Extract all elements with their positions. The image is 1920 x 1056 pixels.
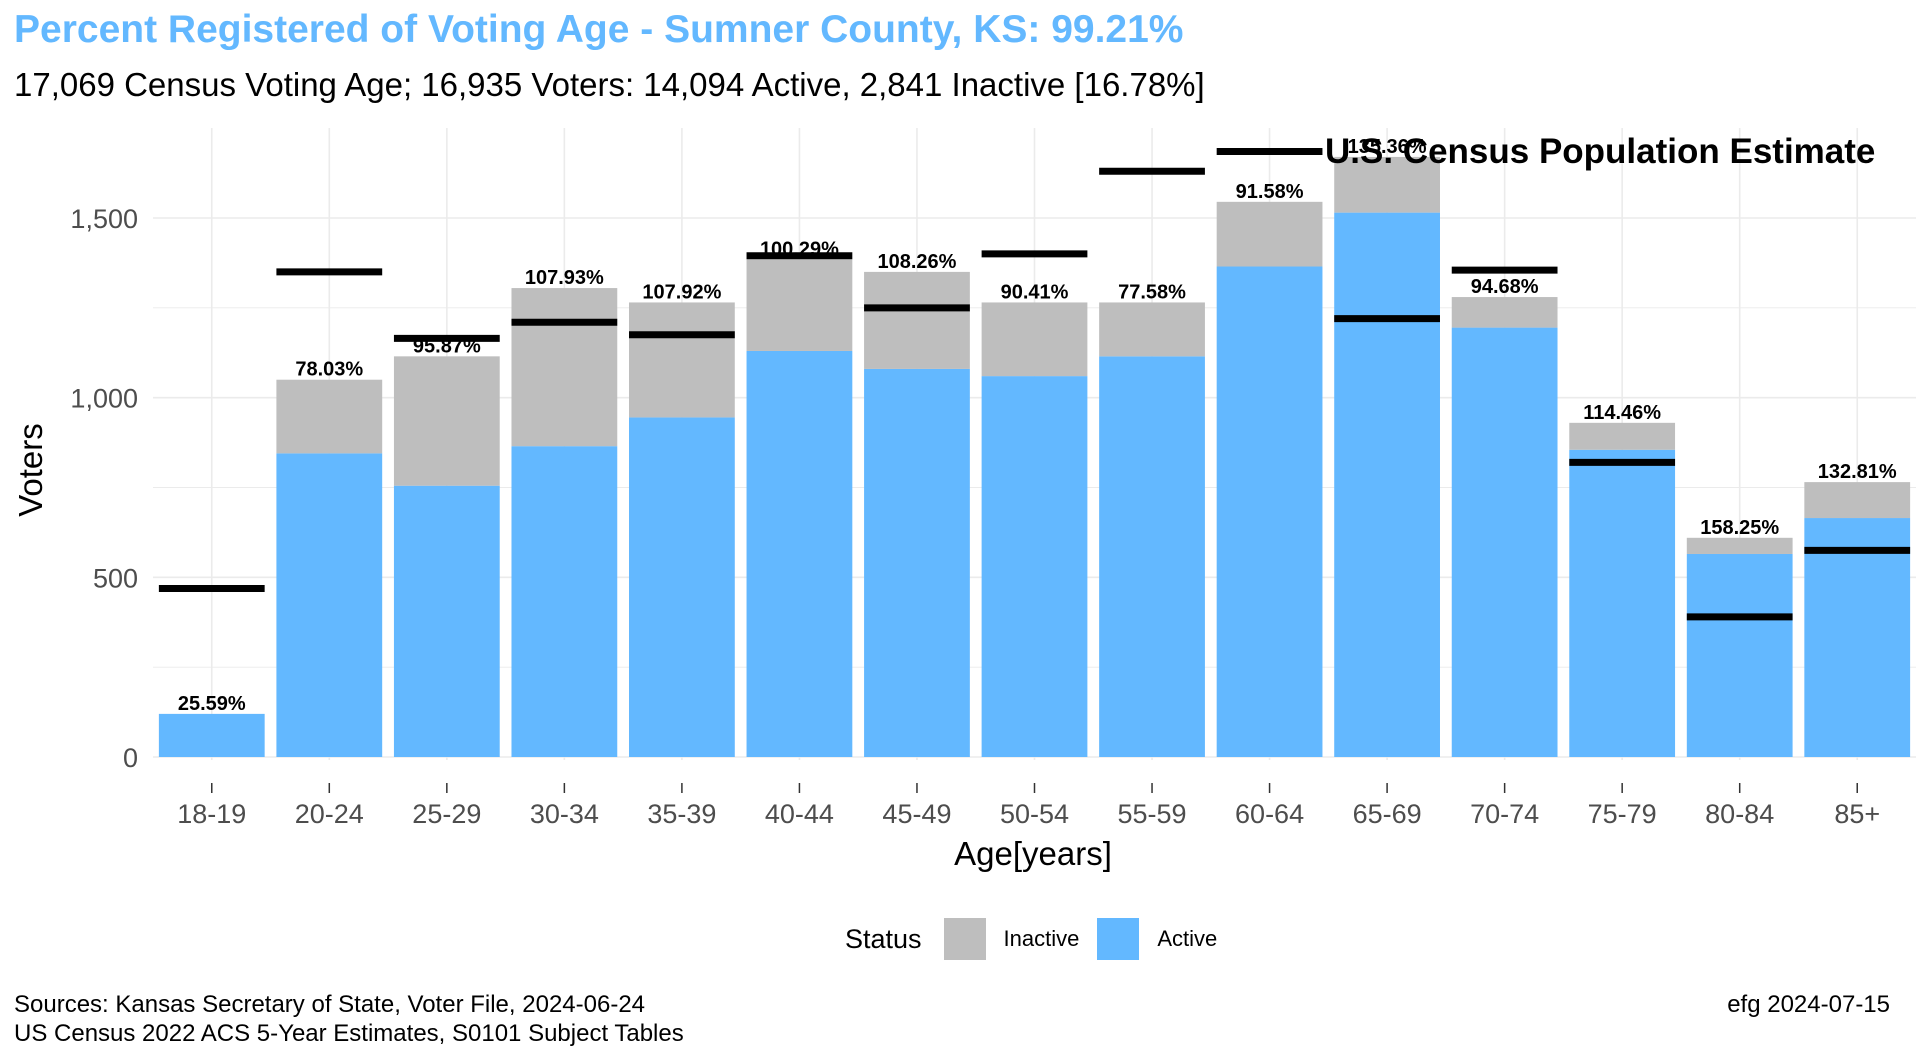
legend-title: Status [845,923,922,954]
x-axis-title: Age[years] [954,835,1112,872]
stacked-bar-chart: 0 500 1,000 1,500 25.59% 18-19 78.03% 20-24 95.8… [12,128,1916,872]
bar-percent-label: 158.25% [1700,517,1779,539]
legend: Status Inactive Active [845,918,1235,960]
bar-active [1686,553,1793,757]
bar-percent-label: 78.03% [295,359,363,381]
x-tick-label: 55-59 [1118,799,1187,829]
bar-percent-label: 114.46% [1583,402,1661,424]
bar-inactive [1451,297,1558,328]
bar-percent-label: 90.41% [1001,281,1069,303]
bar-active [1804,518,1911,757]
bar-active [393,485,500,757]
x-tick-label: 20-24 [295,799,364,829]
bar-active [746,350,853,757]
bar-active [629,417,735,757]
bar-inactive [629,302,735,418]
y-tick-label: 1,500 [70,204,138,234]
bar-active [981,376,1088,757]
bar-inactive [1686,537,1793,554]
x-tick-label: 18-19 [177,799,246,829]
bar-active [1569,449,1676,757]
bar-percent-label: 135.36% [1348,136,1427,158]
author-date-caption: efg 2024-07-15 [1727,991,1890,1018]
bar-active [158,713,265,757]
x-tick-label: 45-49 [882,799,951,829]
x-tick-label: 60-64 [1235,799,1304,829]
x-tick-label: 75-79 [1588,799,1657,829]
bar-percent-label: 107.92% [642,281,721,303]
x-tick-label: 65-69 [1353,799,1422,829]
bar-active [1334,212,1440,758]
legend-label-inactive: Inactive [1003,926,1080,951]
bar-inactive [1569,422,1676,450]
bar-percent-label: 100.29% [760,238,839,260]
bar-inactive [746,259,853,351]
legend-item-inactive: Inactive [943,918,1080,960]
bar-percent-label: 108.26% [877,251,956,273]
bar-inactive [864,271,970,369]
legend-label-active: Active [1157,926,1218,951]
bar-percent-label: 91.58% [1236,181,1304,203]
bar-inactive [981,302,1088,377]
bar-active [276,453,383,757]
bar-percent-label: 132.81% [1818,461,1897,483]
legend-swatch-inactive [943,918,986,960]
x-tick-label: 30-34 [530,799,599,829]
chart-title: Percent Registered of Voting Age - Sumne… [14,8,1184,51]
bar-inactive [1804,482,1911,519]
bar-active [1216,266,1323,757]
y-tick-label: 0 [123,743,138,773]
chart-subtitle: 17,069 Census Voting Age; 16,935 Voters:… [14,66,1205,103]
bar-inactive [393,356,500,486]
bar-inactive [511,288,618,447]
x-tick-label: 50-54 [1000,799,1069,829]
bar-inactive [1099,302,1205,357]
bar-percent-label: 94.68% [1471,276,1539,298]
bar-percent-label: 77.58% [1118,281,1186,303]
bar-active [1451,327,1558,757]
x-tick-label: 80-84 [1705,799,1774,829]
x-tick-label: 70-74 [1470,799,1539,829]
bar-inactive [276,379,383,454]
source-line-1: Sources: Kansas Secretary of State, Vote… [14,991,646,1018]
y-tick-label: 500 [93,563,138,593]
bar-active [864,368,970,757]
y-tick-label: 1,000 [70,384,138,414]
bar-inactive [1216,201,1323,267]
source-caption: Sources: Kansas Secretary of State, Vote… [14,990,684,1048]
legend-item-active: Active [1097,918,1217,960]
bar-inactive [1334,156,1440,213]
x-tick-label: 25-29 [412,799,481,829]
bar-percent-label: 95.87% [413,335,481,357]
bar-percent-label: 107.93% [525,267,604,289]
legend-swatch-active [1097,918,1140,960]
bar-percent-label: 25.59% [178,693,246,715]
bar-active [1099,356,1205,757]
source-line-2: US Census 2022 ACS 5-Year Estimates, S01… [14,1020,684,1047]
census-annotation: U.S. Census Population Estimate [1325,132,1875,171]
bar-active [511,446,618,757]
x-tick-label: 40-44 [765,799,834,829]
x-tick-label: 35-39 [647,799,716,829]
x-tick-label: 85+ [1834,799,1880,829]
y-axis-title: Voters [12,423,49,517]
